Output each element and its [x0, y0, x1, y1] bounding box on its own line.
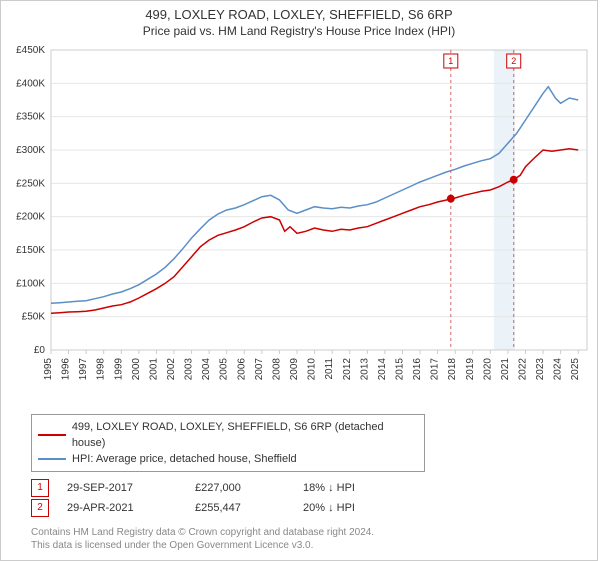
- svg-text:2025: 2025: [570, 358, 581, 381]
- svg-text:£200K: £200K: [16, 212, 45, 223]
- svg-text:2021: 2021: [500, 358, 511, 381]
- svg-text:2019: 2019: [465, 358, 476, 381]
- titles: 499, LOXLEY ROAD, LOXLEY, SHEFFIELD, S6 …: [1, 1, 597, 40]
- svg-text:2010: 2010: [307, 358, 318, 381]
- svg-text:2009: 2009: [289, 358, 300, 381]
- svg-text:£100K: £100K: [16, 278, 45, 289]
- svg-text:1998: 1998: [96, 358, 107, 381]
- legend-item: 499, LOXLEY ROAD, LOXLEY, SHEFFIELD, S6 …: [38, 419, 418, 451]
- svg-text:£350K: £350K: [16, 112, 45, 123]
- legend-label: HPI: Average price, detached house, Shef…: [72, 451, 297, 467]
- sales-table: 1 29-SEP-2017 £227,000 18% ↓ HPI 2 29-AP…: [31, 478, 587, 518]
- svg-text:2008: 2008: [271, 358, 282, 381]
- svg-text:1: 1: [448, 56, 453, 66]
- sale-marker-icon: 2: [31, 499, 49, 517]
- svg-text:£50K: £50K: [22, 312, 46, 323]
- svg-text:£250K: £250K: [16, 178, 45, 189]
- sale-date: 29-SEP-2017: [67, 478, 177, 498]
- sale-price: £227,000: [195, 478, 285, 498]
- footer-line: This data is licensed under the Open Gov…: [31, 539, 587, 552]
- svg-text:2007: 2007: [254, 358, 265, 381]
- legend-swatch: [38, 458, 66, 460]
- svg-text:2017: 2017: [430, 358, 441, 381]
- svg-text:2002: 2002: [166, 358, 177, 381]
- legend-swatch: [38, 434, 66, 436]
- legend: 499, LOXLEY ROAD, LOXLEY, SHEFFIELD, S6 …: [31, 414, 425, 472]
- svg-text:1996: 1996: [61, 358, 72, 381]
- svg-text:2: 2: [511, 56, 516, 66]
- svg-text:1997: 1997: [78, 358, 89, 381]
- svg-text:£300K: £300K: [16, 145, 45, 156]
- svg-text:1995: 1995: [43, 358, 54, 381]
- sale-diff: 20% ↓ HPI: [303, 498, 403, 518]
- table-row: 1 29-SEP-2017 £227,000 18% ↓ HPI: [31, 478, 587, 498]
- svg-text:2020: 2020: [482, 358, 493, 381]
- svg-text:2000: 2000: [131, 358, 142, 381]
- svg-text:2018: 2018: [447, 358, 458, 381]
- footer: Contains HM Land Registry data © Crown c…: [1, 522, 597, 560]
- svg-text:2006: 2006: [236, 358, 247, 381]
- svg-text:2004: 2004: [201, 358, 212, 381]
- title-sub: Price paid vs. HM Land Registry's House …: [5, 24, 593, 38]
- legend-item: HPI: Average price, detached house, Shef…: [38, 451, 418, 467]
- chart-svg: £0 £50K £100K £150K £200K £250K £300K £350K £400…: [1, 40, 597, 410]
- svg-text:2022: 2022: [517, 358, 528, 381]
- svg-text:2014: 2014: [377, 358, 388, 381]
- sale-diff: 18% ↓ HPI: [303, 478, 403, 498]
- legend-label: 499, LOXLEY ROAD, LOXLEY, SHEFFIELD, S6 …: [72, 419, 418, 451]
- sale-marker-icon: 1: [31, 479, 49, 497]
- title-main: 499, LOXLEY ROAD, LOXLEY, SHEFFIELD, S6 …: [5, 7, 593, 22]
- sale-price: £255,447: [195, 498, 285, 518]
- svg-text:£0: £0: [34, 345, 46, 356]
- svg-text:2016: 2016: [412, 358, 423, 381]
- chart-container: 499, LOXLEY ROAD, LOXLEY, SHEFFIELD, S6 …: [0, 0, 598, 561]
- svg-text:2005: 2005: [219, 358, 230, 381]
- svg-text:2001: 2001: [148, 358, 159, 381]
- chart-area: £0 £50K £100K £150K £200K £250K £300K £350K £400…: [1, 40, 597, 410]
- svg-text:2011: 2011: [324, 358, 335, 380]
- svg-text:2012: 2012: [342, 358, 353, 381]
- svg-text:2023: 2023: [535, 358, 546, 381]
- table-row: 2 29-APR-2021 £255,447 20% ↓ HPI: [31, 498, 587, 518]
- svg-text:1999: 1999: [113, 358, 124, 381]
- svg-text:2003: 2003: [184, 358, 195, 381]
- svg-text:£450K: £450K: [16, 45, 45, 56]
- svg-text:£150K: £150K: [16, 245, 45, 256]
- svg-text:2015: 2015: [394, 358, 405, 381]
- svg-text:£400K: £400K: [16, 78, 45, 89]
- footer-line: Contains HM Land Registry data © Crown c…: [31, 526, 587, 539]
- svg-text:2024: 2024: [553, 358, 564, 381]
- svg-text:2013: 2013: [359, 358, 370, 381]
- sale-date: 29-APR-2021: [67, 498, 177, 518]
